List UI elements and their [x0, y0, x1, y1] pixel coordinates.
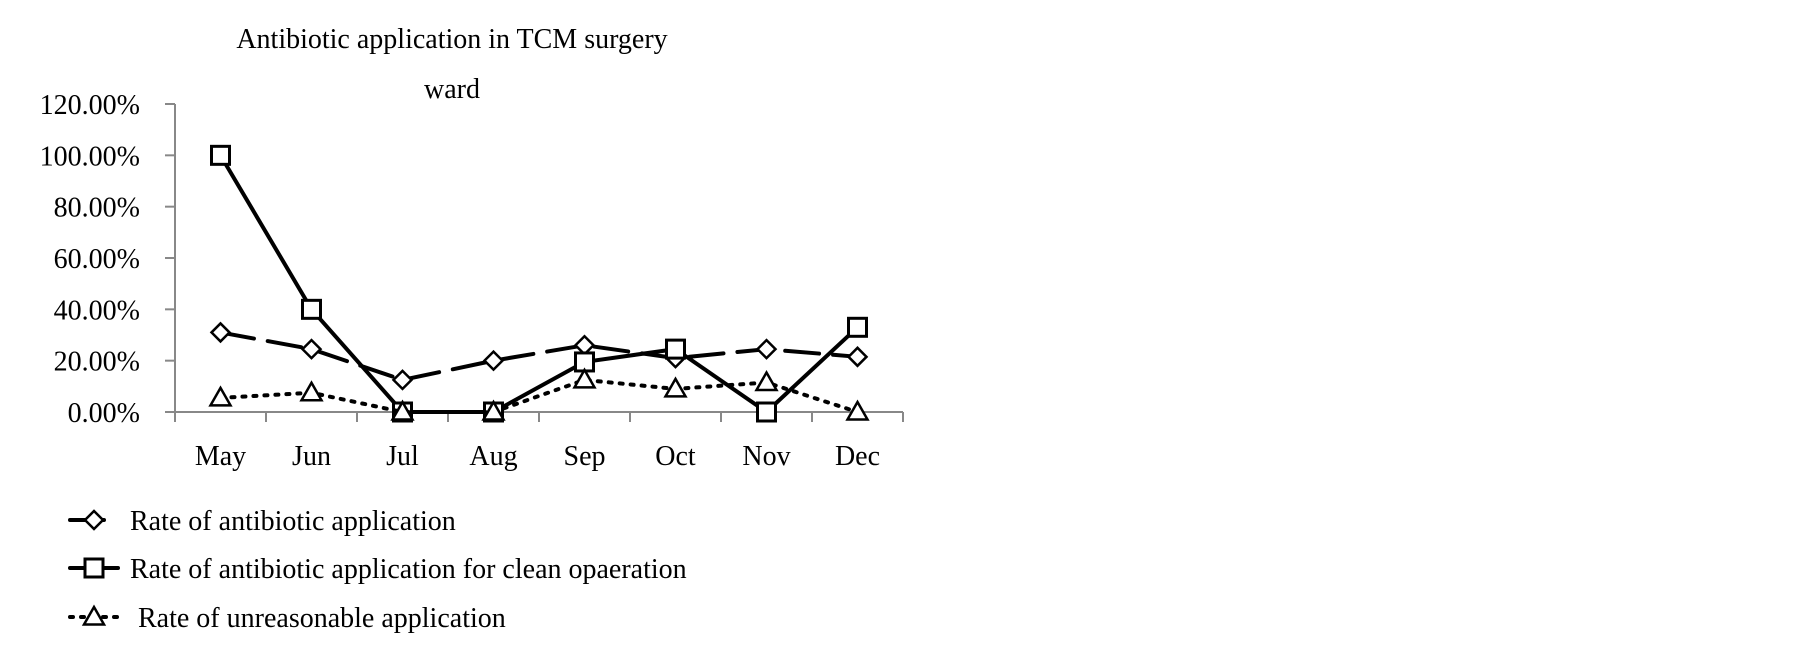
legend-item: Rate of antibiotic application: [68, 506, 456, 537]
series-line: [218, 153, 860, 414]
data-point-square: [665, 338, 686, 360]
x-tick-label: Aug: [469, 441, 517, 472]
data-point-triangle: [663, 376, 688, 398]
data-point-square: [210, 144, 231, 166]
y-tick-label: 60.00%: [54, 244, 140, 275]
data-point-diamond: [300, 338, 323, 360]
data-point-diamond: [209, 321, 232, 344]
data-point-diamond: [846, 346, 869, 368]
legend-label: Rate of antibiotic application for clean…: [130, 554, 687, 585]
x-tick-label: Nov: [742, 441, 790, 472]
series-line: [218, 330, 860, 382]
y-tick-label: 80.00%: [54, 193, 140, 224]
axes: [174, 104, 903, 413]
data-point-triangle: [299, 380, 324, 402]
legend-label: Rate of antibiotic application: [130, 506, 456, 537]
data-point-square: [301, 298, 322, 320]
data-point-square: [847, 316, 868, 338]
chart-title: Antibiotic application in TCM surgery wa…: [236, 24, 667, 105]
legend-item: Rate of unreasonable application: [68, 603, 506, 634]
chart-title-line-2: ward: [424, 74, 480, 105]
series-line: [218, 377, 860, 414]
data-point-diamond: [391, 369, 414, 391]
data-point-triangle: [754, 369, 779, 392]
x-tick-label: Oct: [655, 441, 696, 472]
data-point-triangle: [845, 399, 870, 421]
series-triangle: [208, 367, 870, 421]
y-axis-ticks: 0.00% 20.00% 40.00% 60.00% 80.00% 100.00% 120.…: [40, 90, 175, 429]
legend-marker-diamond: [83, 509, 105, 531]
y-tick-label: 120.00%: [40, 90, 140, 121]
data-point-triangle: [481, 399, 506, 421]
x-tick-label: Sep: [564, 441, 606, 472]
data-point-diamond: [755, 338, 778, 360]
y-tick-label: 20.00%: [54, 347, 140, 378]
x-tick-label: Dec: [835, 441, 880, 472]
series-layer: [208, 144, 870, 423]
legend: Rate of antibiotic application Rate of an…: [68, 506, 687, 634]
data-point-square: [756, 401, 777, 423]
legend-item: Rate of antibiotic application for clean…: [68, 554, 687, 585]
data-point-triangle: [390, 399, 415, 421]
data-point-diamond: [482, 349, 505, 372]
legend-marker-square: [83, 557, 105, 579]
x-tick-label: Jul: [386, 441, 419, 472]
data-point-triangle: [572, 367, 597, 389]
series-diamond: [209, 321, 869, 391]
y-tick-label: 40.00%: [54, 295, 140, 326]
data-point-triangle: [208, 385, 233, 407]
x-tick-label: Jun: [292, 441, 331, 472]
y-tick-label: 0.00%: [68, 398, 140, 429]
chart-title-line-1: Antibiotic application in TCM surgery: [236, 24, 667, 55]
y-tick-label: 100.00%: [40, 141, 140, 172]
x-tick-label: May: [195, 441, 246, 472]
legend-marker-triangle: [81, 604, 107, 626]
legend-label: Rate of unreasonable application: [138, 603, 506, 634]
x-axis-ticks: May Jun Jul Aug Sep Oct Nov Dec: [174, 412, 904, 472]
